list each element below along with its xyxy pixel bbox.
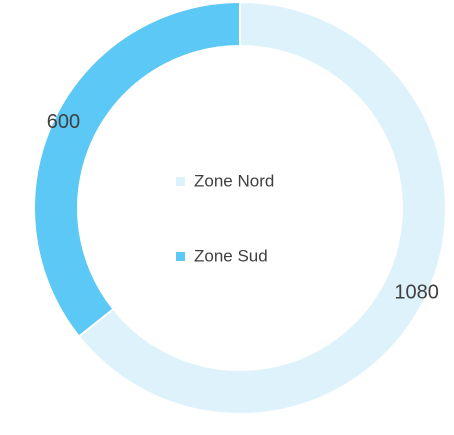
legend-swatch [176,177,185,186]
donut-segment [33,0,241,338]
legend-swatch [176,252,185,261]
data-label: 1080 [394,281,439,303]
legend-label: Zone Sud [194,246,268,265]
data-label: 600 [47,111,80,133]
donut-segment [77,0,447,415]
legend-label: Zone Nord [194,171,274,190]
